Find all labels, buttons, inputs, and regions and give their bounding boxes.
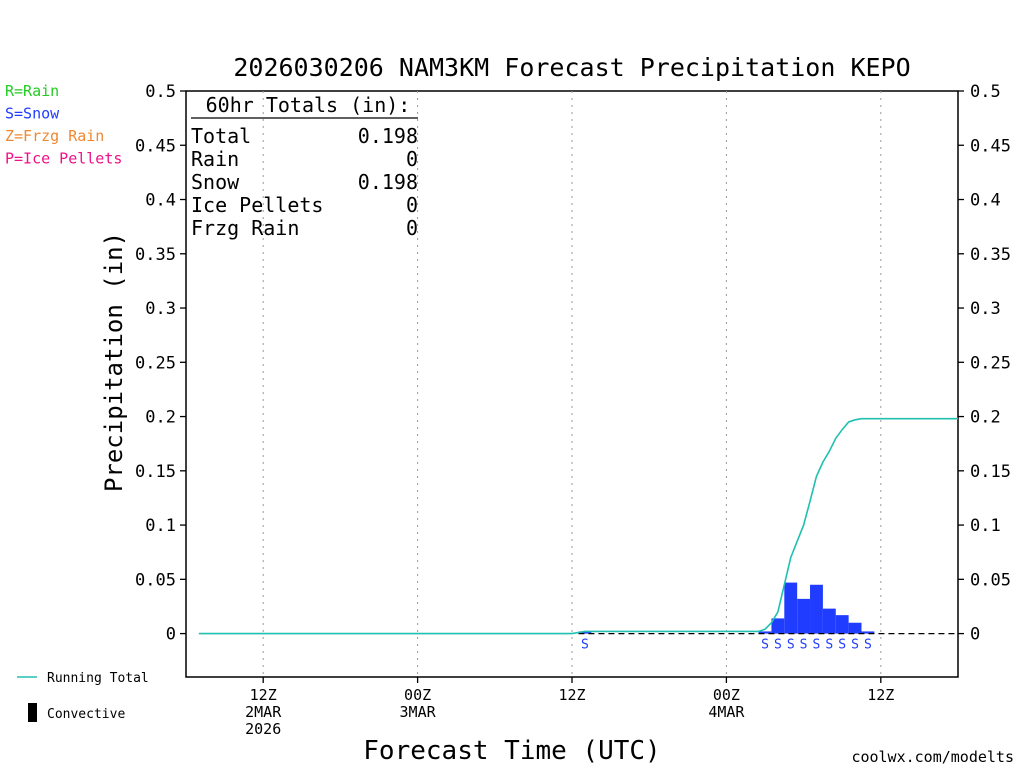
legend-item: S=Snow — [5, 105, 60, 123]
y-tick-label: 0.4 — [970, 191, 1001, 211]
credit-text: coolwx.com/modelts — [851, 748, 1014, 766]
x-tick-label: 12Z — [867, 686, 894, 704]
y-tick-label: 0.35 — [970, 245, 1011, 265]
ptype-legend: R=Rain S=Snow Z=Frzg Rain P=Ice Pellets — [5, 82, 122, 168]
y-tick-label: 0.2 — [970, 408, 1001, 428]
legend-item: R=Rain — [5, 82, 59, 100]
y-axis-label: Precipitation (in) — [100, 232, 128, 492]
y-tick-label: 0.1 — [970, 516, 1001, 536]
y-tick-label: 0.15 — [135, 462, 176, 482]
ptype-marker: S — [774, 638, 782, 653]
totals-value: 0.198 — [358, 170, 418, 194]
y-tick-label: 0.45 — [970, 136, 1011, 156]
y-tick-label: 0.5 — [145, 82, 176, 102]
running-total-legend-label: Running Total — [47, 671, 149, 686]
y-tick-label: 0.4 — [145, 191, 176, 211]
ptype-marker: S — [851, 638, 859, 653]
convective-legend-label: Convective — [47, 707, 125, 722]
y-tick-label: 0.1 — [145, 516, 176, 536]
ptype-marker: S — [800, 638, 808, 653]
x-tick-label: 3MAR — [400, 703, 437, 721]
totals-box: 60hr Totals (in): Total 0.198 Rain 0 Snow 0.19… — [191, 93, 418, 240]
chart-title: 2026030206 NAM3KM Forecast Precipitation… — [233, 53, 910, 82]
snow-bar — [797, 598, 811, 634]
totals-value: 0 — [406, 147, 418, 171]
legend-item: P=Ice Pellets — [5, 150, 122, 168]
x-axis-label: Forecast Time (UTC) — [363, 736, 660, 766]
snow-bar — [771, 618, 785, 634]
x-tick-label: 2026 — [245, 720, 281, 738]
x-tick-label: 12Z — [250, 686, 277, 704]
totals-label: Frzg Rain — [191, 216, 299, 240]
totals-label: Ice Pellets — [191, 193, 323, 217]
y-tick-label: 0.2 — [145, 408, 176, 428]
ptype-marker: S — [864, 638, 872, 653]
y-tick-label: 0.15 — [970, 462, 1011, 482]
y-tick-label: 0.3 — [970, 299, 1001, 319]
totals-header: 60hr Totals (in): — [206, 93, 411, 117]
y-tick-label: 0.25 — [970, 353, 1011, 373]
y-tick-label: 0.05 — [135, 570, 176, 590]
snow-bar — [810, 584, 823, 634]
y-tick-label: 0.3 — [145, 299, 176, 319]
y-tick-label: 0.35 — [135, 245, 176, 265]
totals-value: 0 — [406, 193, 418, 217]
convective-swatch — [28, 703, 37, 722]
y-tick-label: 0 — [970, 625, 980, 645]
y-tick-label: 0.5 — [970, 82, 1001, 102]
x-tick-label: 00Z — [404, 686, 431, 704]
ptype-marker: S — [761, 638, 769, 653]
legend-item: Z=Frzg Rain — [5, 127, 104, 145]
ptype-marker: S — [825, 638, 833, 653]
snow-bar — [822, 608, 836, 634]
running-total-line — [198, 417, 958, 635]
ptype-marker: S — [813, 638, 821, 653]
y-tick-label: 0 — [166, 625, 176, 645]
snow-bar — [835, 615, 849, 634]
ptype-marker: S — [581, 638, 589, 653]
snow-bar — [784, 582, 798, 634]
snow-bar — [758, 631, 772, 634]
ptype-marker: S — [838, 638, 846, 653]
y-axis-left: 0 0.05 0.1 0.15 0.2 0.25 0.3 0.35 0.4 0.45 0.5 — [135, 82, 186, 645]
y-tick-label: 0.45 — [135, 136, 176, 156]
x-tick-label: 4MAR — [708, 703, 745, 721]
totals-label: Snow — [191, 170, 240, 194]
snow-bars — [578, 582, 875, 634]
x-tick-label: 00Z — [713, 686, 740, 704]
x-tick-label: 2MAR — [245, 703, 282, 721]
totals-label: Rain — [191, 147, 239, 171]
snow-bar — [578, 631, 592, 634]
y-tick-label: 0.05 — [970, 570, 1011, 590]
snow-bar — [848, 622, 862, 634]
totals-label: Total — [191, 124, 251, 148]
totals-value: 0 — [406, 216, 418, 240]
y-axis-right: 0 0.05 0.1 0.15 0.2 0.25 0.3 0.35 0.4 0.45 0.5 — [958, 82, 1011, 645]
x-tick-label: 12Z — [558, 686, 585, 704]
y-tick-label: 0.25 — [135, 353, 176, 373]
ptype-marker: S — [787, 638, 795, 653]
totals-value: 0.198 — [358, 124, 418, 148]
snow-bar — [861, 631, 875, 634]
bottom-legend: Running Total Convective — [17, 671, 149, 722]
